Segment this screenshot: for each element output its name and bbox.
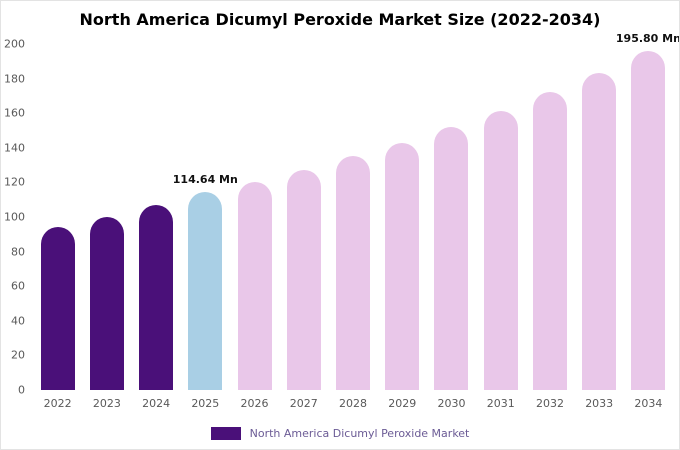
x-tick-label-2033: 2033 <box>585 397 614 410</box>
bar-column-2026 <box>230 44 279 390</box>
y-tick-label: 0 <box>18 383 25 397</box>
bar-2022 <box>40 227 75 390</box>
x-tick-label-2022: 2022 <box>43 397 72 410</box>
y-tick-label: 200 <box>4 37 25 51</box>
x-tick-label-2028: 2028 <box>339 397 368 410</box>
bar-2032 <box>532 92 567 390</box>
y-tick-label: 80 <box>11 245 25 259</box>
x-axis: 2022 2023 2024 2025 2026 2027 2028 2029 2030 2031… <box>33 397 673 410</box>
bar-2034 <box>631 51 666 390</box>
x-tick-label-2031: 2031 <box>486 397 515 410</box>
y-tick-label: 20 <box>11 348 25 362</box>
x-tick-label-2023: 2023 <box>92 397 121 410</box>
x-tick-label-2027: 2027 <box>289 397 318 410</box>
x-tick-label-2025: 2025 <box>191 397 220 410</box>
y-tick-label: 40 <box>11 314 25 328</box>
plot-area: 114.64 Mn 195.80 Mn <box>33 32 679 390</box>
bar-column-2030 <box>427 44 476 390</box>
x-tick-label-2030: 2030 <box>437 397 466 410</box>
bar-value-label-2034: 195.80 Mn <box>615 32 680 46</box>
bar-2025 <box>188 191 223 390</box>
x-tick-label-2029: 2029 <box>388 397 417 410</box>
y-tick-label: 60 <box>11 279 25 293</box>
bar-2027 <box>286 170 321 390</box>
bar-2026 <box>237 182 272 390</box>
y-tick-label: 120 <box>4 175 25 189</box>
bar-2023 <box>89 217 124 390</box>
bar-column-2034: 195.80 Mn <box>616 32 679 390</box>
x-tick-label-2026: 2026 <box>240 397 269 410</box>
legend: North America Dicumyl Peroxide Market <box>1 427 679 440</box>
y-tick-label: 160 <box>4 106 25 120</box>
legend-swatch <box>210 427 241 440</box>
y-axis: 0 20 40 60 80 100 120 140 160 180 200 <box>1 39 29 396</box>
y-tick-label: 140 <box>4 141 25 155</box>
chart-title: North America Dicumyl Peroxide Market Si… <box>79 10 601 29</box>
x-tick-label-2032: 2032 <box>535 397 564 410</box>
x-tick-label-2024: 2024 <box>142 397 171 410</box>
bar-column-2033 <box>575 44 624 390</box>
bar-2029 <box>385 142 420 390</box>
bar-value-label-2025: 114.64 Mn <box>172 172 238 186</box>
bar-column-2031 <box>476 44 525 390</box>
bar-2030 <box>434 127 469 390</box>
bar-2024 <box>139 204 174 390</box>
bar-column-2028 <box>328 44 377 390</box>
y-tick-label: 100 <box>4 210 25 224</box>
bar-column-2032 <box>525 44 574 390</box>
bar-column-2027 <box>279 44 328 390</box>
y-tick-label: 180 <box>4 72 25 86</box>
bar-column-2022 <box>33 44 82 390</box>
x-tick-label-2034: 2034 <box>634 397 663 410</box>
bar-column-2024 <box>131 44 180 390</box>
bar-2028 <box>336 156 371 390</box>
bar-2033 <box>582 73 617 390</box>
legend-label: North America Dicumyl Peroxide Market <box>249 427 470 440</box>
bar-column-2025: 114.64 Mn <box>173 44 238 390</box>
bar-column-2029 <box>378 44 427 390</box>
bar-column-2023 <box>82 44 131 390</box>
bar-2031 <box>483 111 518 390</box>
